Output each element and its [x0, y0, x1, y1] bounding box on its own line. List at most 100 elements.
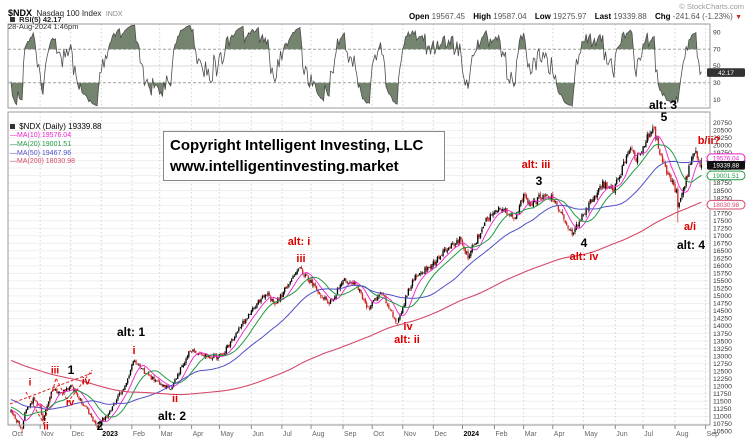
open-value: 19567.45 — [431, 12, 465, 21]
svg-text:17750: 17750 — [713, 210, 732, 217]
svg-text:42.17: 42.17 — [718, 70, 734, 77]
svg-text:Feb: Feb — [133, 431, 145, 438]
wave-label: alt: 1 — [116, 325, 146, 339]
last-value: 19339.88 — [613, 12, 647, 21]
wave-label: 2 — [96, 419, 104, 433]
wave-label: alt: iii — [521, 159, 551, 171]
svg-text:10750: 10750 — [713, 421, 732, 428]
svg-text:Apr: Apr — [554, 431, 566, 438]
svg-text:Nov: Nov — [404, 431, 417, 438]
exchange-tag: INDX — [105, 11, 123, 18]
wave-label: a/i — [683, 221, 697, 233]
quote-row: Open 19567.45 High 19587.04 Low 19275.97… — [403, 12, 742, 21]
svg-text:17500: 17500 — [713, 218, 732, 225]
title-row: $NDX Nasdaq 100 Index INDX — [8, 2, 123, 22]
wave-label: ii — [43, 421, 49, 433]
svg-text:12750: 12750 — [713, 361, 732, 368]
low-value: 19275.97 — [553, 12, 587, 21]
svg-text:19001.51: 19001.51 — [713, 173, 740, 180]
svg-text:15500: 15500 — [713, 278, 732, 285]
indicator-icon — [10, 17, 15, 22]
wave-label: alt: iv — [569, 251, 599, 263]
svg-text:2024: 2024 — [464, 431, 480, 438]
svg-text:Oct: Oct — [373, 431, 384, 438]
watermark-box: Copyright Intelligent Investing, LLC www… — [163, 131, 445, 181]
svg-text:Nov: Nov — [41, 431, 54, 438]
svg-text:19339.88: 19339.88 — [713, 163, 740, 170]
chart-header: $NDX Nasdaq 100 Index INDX 28-Aug-2024 1… — [8, 2, 123, 31]
svg-text:Mar: Mar — [525, 431, 538, 438]
wave-label: iv — [65, 397, 75, 409]
wave-label: alt: ii — [394, 334, 420, 346]
svg-text:13000: 13000 — [713, 353, 732, 360]
svg-text:Jun: Jun — [252, 431, 263, 438]
wave-label: alt: 3 — [648, 98, 678, 112]
rsi-value: 42.17 — [42, 15, 62, 24]
svg-text:20750: 20750 — [713, 120, 732, 127]
svg-text:12250: 12250 — [713, 376, 732, 383]
wave-label: 1 — [67, 363, 75, 377]
svg-text:Dec: Dec — [434, 431, 447, 438]
svg-text:12500: 12500 — [713, 368, 732, 375]
svg-text:10: 10 — [713, 97, 721, 104]
open-label: Open — [408, 12, 430, 21]
svg-text:11500: 11500 — [713, 398, 732, 405]
last-label: Last — [594, 12, 612, 21]
svg-text:Oct: Oct — [12, 431, 23, 438]
ma-legend-row: —MA(50) 19467.96 — [10, 149, 72, 157]
wave-label: 3 — [535, 174, 543, 188]
svg-text:16000: 16000 — [713, 263, 732, 270]
svg-text:Aug: Aug — [312, 431, 325, 438]
svg-text:14750: 14750 — [713, 301, 732, 308]
svg-text:16250: 16250 — [713, 256, 732, 263]
svg-text:17250: 17250 — [713, 225, 732, 232]
svg-text:50: 50 — [713, 63, 721, 70]
wave-label: b/ii? — [697, 135, 721, 147]
svg-text:18750: 18750 — [713, 180, 732, 187]
svg-text:15250: 15250 — [713, 286, 732, 293]
svg-text:14500: 14500 — [713, 308, 732, 315]
wave-label: iii — [50, 365, 60, 377]
svg-text:11750: 11750 — [713, 391, 732, 398]
ma-legend-row: —MA(10) 19576.04 — [10, 132, 72, 139]
rsi-label: RSI(5) — [19, 15, 41, 24]
svg-text:70: 70 — [713, 46, 721, 53]
svg-text:13250: 13250 — [713, 346, 732, 353]
svg-text:Mar: Mar — [161, 431, 174, 438]
svg-text:Dec: Dec — [72, 431, 85, 438]
watermark-line2: www.intelligentinvesting.market — [170, 158, 399, 175]
wave-label: iv — [403, 321, 413, 333]
svg-text:13500: 13500 — [713, 338, 732, 345]
svg-text:16500: 16500 — [713, 248, 732, 255]
legend-title: $NDX (Daily) 19339.88 — [19, 122, 102, 131]
wave-label: 4 — [580, 236, 588, 250]
svg-text:12000: 12000 — [713, 383, 732, 390]
low-label: Low — [534, 12, 551, 21]
svg-text:Jul: Jul — [644, 431, 653, 438]
wave-label: i — [28, 377, 32, 389]
svg-text:20500: 20500 — [713, 128, 732, 135]
chg-value: -241.64 (-1.23%) — [672, 12, 733, 21]
svg-text:15000: 15000 — [713, 293, 732, 300]
svg-text:Aug: Aug — [676, 431, 689, 438]
wave-label: iii — [296, 253, 306, 265]
svg-text:90: 90 — [713, 30, 721, 37]
svg-text:Jul: Jul — [283, 431, 292, 438]
wave-label: alt: 2 — [157, 409, 187, 423]
svg-text:10500: 10500 — [713, 429, 732, 436]
svg-text:Feb: Feb — [495, 431, 507, 438]
high-label: High — [473, 12, 492, 21]
chart-datetime: 28-Aug-2024 1:46pm — [8, 22, 79, 31]
svg-text:14000: 14000 — [713, 323, 732, 330]
chg-label: Chg — [655, 12, 671, 21]
svg-text:May: May — [584, 431, 598, 438]
svg-text:Sep: Sep — [344, 431, 357, 438]
watermark-line1: Copyright Intelligent Investing, LLC — [170, 137, 424, 154]
symbol-name: Nasdaq 100 Index — [36, 9, 102, 18]
ma-legend: —MA(10) 19576.04 —MA(20) 19001.51 —MA(50) … — [10, 132, 102, 167]
wave-label: alt: i — [287, 236, 311, 248]
svg-text:20250: 20250 — [713, 135, 732, 142]
